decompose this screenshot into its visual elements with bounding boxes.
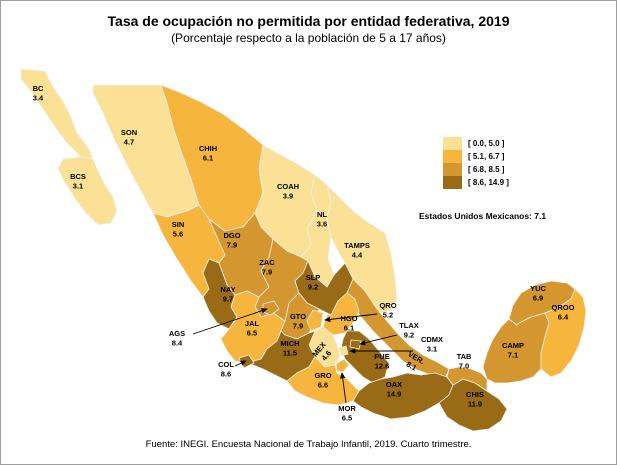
label-arrow-mor — [340, 372, 347, 404]
state-shape-qroo — [540, 288, 587, 378]
state-label-yuc: YUC 6.9 — [530, 284, 546, 303]
state-label-gto: GTO 7.9 — [290, 312, 306, 331]
state-label-camp: CAMP 7.1 — [502, 341, 524, 360]
legend-item-0: [ 0.0, 5.0 ] — [443, 137, 509, 150]
state-shape-bcs — [57, 156, 118, 226]
chart-title: Tasa de ocupación no permitida por entid… — [107, 13, 510, 29]
legend-swatch-0 — [443, 137, 462, 150]
legend-swatch-3 — [443, 176, 462, 189]
source-note: Fuente: INEGI. Encuesta Nacional de Trab… — [145, 439, 472, 450]
state-label-nl: NL 3.6 — [317, 210, 328, 229]
state-label-cdmx: CDMX 3.1 — [421, 335, 443, 354]
state-label-qro: QRO 5.2 — [379, 301, 396, 320]
state-label-mich: MICH 11.5 — [280, 339, 299, 358]
legend-label-2: [ 6.8, 8.5 ] — [468, 165, 505, 174]
state-label-zac: ZAC 7.9 — [259, 258, 275, 277]
state-label-tamps: TAMPS 4.4 — [344, 241, 370, 260]
legend-item-2: [ 6.8, 8.5 ] — [443, 163, 509, 176]
legend-label-0: [ 0.0, 5.0 ] — [468, 139, 505, 148]
legend-label-3: [ 8.6, 14.9 ] — [468, 178, 509, 187]
national-average-note: Estados Unidos Mexicanos: 7.1 — [419, 211, 547, 221]
state-shape-mich — [246, 330, 316, 382]
legend-swatch-1 — [443, 150, 462, 163]
state-label-col: COL 8.6 — [218, 360, 234, 379]
state-shape-gro — [286, 356, 362, 406]
label-arrow-qro — [324, 313, 378, 323]
legend-label-1: [ 5.1, 6.7 ] — [468, 152, 505, 161]
state-label-chis: CHIS 11.9 — [466, 390, 484, 409]
state-label-pue: PUE 12.6 — [374, 352, 389, 371]
state-label-bc: BC 3.4 — [33, 84, 44, 103]
state-label-jal: JAL 6.5 — [245, 319, 260, 338]
state-label-slp: SLP 9.2 — [306, 273, 321, 292]
chart-subtitle: (Porcentaje respecto a la población de 5… — [171, 31, 446, 45]
state-shape-qro — [306, 309, 324, 332]
legend: [ 0.0, 5.0 ] [ 5.1, 6.7 ] [ 6.8, 8.5 ] [ 8.… — [443, 137, 509, 189]
label-arrow-col — [234, 360, 247, 367]
legend-item-1: [ 5.1, 6.7 ] — [443, 150, 509, 163]
state-label-mor: MOR 6.5 — [338, 404, 356, 423]
state-label-oax: OAX 14.9 — [386, 380, 402, 399]
state-label-tlax: TLAX 9.2 — [399, 321, 419, 340]
state-shape-bc — [20, 68, 94, 160]
state-label-qroo: QROO 6.4 — [552, 303, 575, 322]
legend-swatch-2 — [443, 163, 462, 176]
state-shape-tlax — [349, 339, 362, 350]
state-shape-cdmx — [338, 345, 349, 357]
state-label-nay: NAY 9.7 — [220, 285, 235, 304]
state-label-ags: AGS 8.4 — [169, 329, 185, 348]
label-arrow-ags — [192, 308, 268, 335]
state-shape-tamps — [326, 184, 398, 314]
state-label-son: SON 4.7 — [121, 128, 137, 147]
state-label-chih: CHIH 6.1 — [199, 144, 217, 163]
state-label-coah: COAH 3.9 — [277, 182, 299, 201]
state-label-sin: SIN 5.6 — [172, 220, 185, 239]
state-shape-mor — [335, 358, 350, 373]
label-arrow-tlax — [359, 334, 398, 346]
state-label-hgo: HGO 6.1 — [340, 314, 357, 333]
state-label-dgo: DGO 7.9 — [223, 231, 240, 250]
state-label-bcs: BCS 3.1 — [70, 172, 86, 191]
legend-item-3: [ 8.6, 14.9 ] — [443, 176, 509, 189]
state-shape-hgo — [322, 292, 360, 336]
state-label-tab: TAB 7.0 — [457, 352, 472, 371]
state-label-gro: GRO 6.6 — [314, 371, 331, 390]
